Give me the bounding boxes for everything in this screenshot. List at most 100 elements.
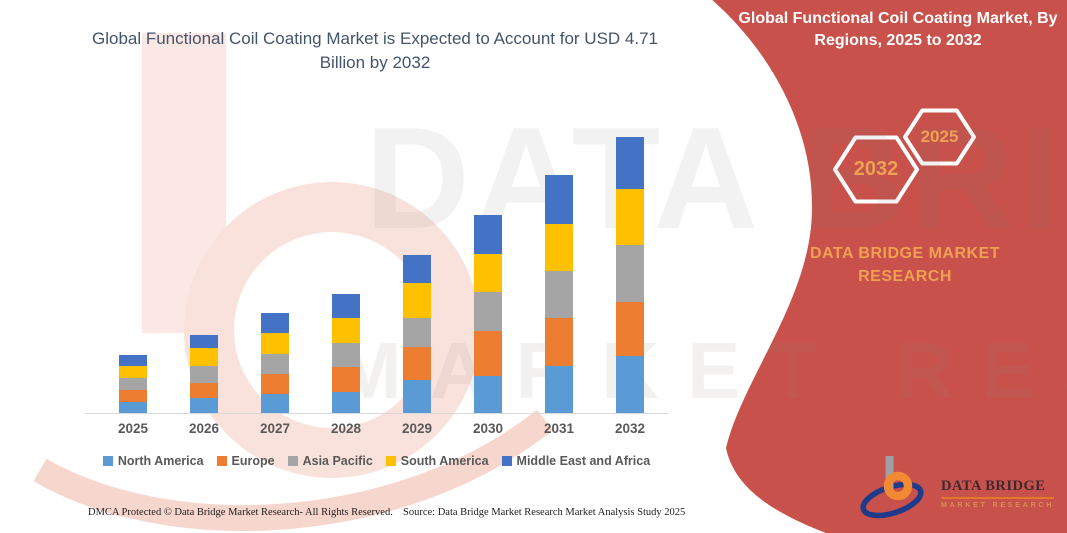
bar-segment-asia-pacific-2031 (545, 270, 573, 318)
bar-segment-middle-east-and-africa-2029 (403, 254, 431, 283)
side-panel-title: Global Functional Coil Coating Market, B… (738, 10, 1058, 49)
bar-segment-asia-pacific-2032 (616, 245, 644, 302)
bar-segment-europe-2030 (474, 331, 502, 376)
bar-cell-2027 (247, 313, 303, 413)
bar-segment-asia-pacific-2029 (403, 318, 431, 348)
legend-chip-asia-pacific-icon (287, 456, 298, 466)
bar-segment-asia-pacific-2027 (261, 354, 289, 375)
x-axis-line (85, 413, 668, 414)
legend-label-middle-east-and-africa: Middle East and Africa (516, 454, 651, 468)
bar-segment-middle-east-and-africa-2031 (545, 175, 573, 224)
data-bridge-logo: DATA BRIDGE MARKET RESEARCH (852, 450, 1055, 522)
bar-cell-2030 (460, 214, 516, 413)
legend-item-asia-pacific: Asia Pacific (287, 454, 373, 468)
bar-segment-middle-east-and-africa-2030 (474, 214, 502, 255)
bar-segment-middle-east-and-africa-2032 (616, 136, 644, 190)
bar-segment-europe-2032 (616, 301, 644, 357)
chart-title: Global Functional Coil Coating Market is… (91, 29, 658, 72)
x-axis-label-2030: 2030 (472, 421, 504, 436)
bar-segment-asia-pacific-2030 (474, 292, 502, 331)
bar-segment-europe-2028 (332, 366, 360, 392)
x-axis-label-2031: 2031 (543, 421, 575, 436)
bar-segment-north-america-2026 (190, 397, 218, 413)
legend-item-europe: Europe (216, 454, 275, 468)
bar-segment-south-america-2029 (403, 282, 431, 319)
bar-segment-north-america-2028 (332, 391, 360, 413)
bar-cell-2028 (318, 293, 374, 413)
stacked-bar-2031 (545, 175, 573, 413)
pink-b-logo-watermark-icon (33, 33, 554, 532)
legend-item-north-america: North America (102, 454, 204, 468)
bar-segment-north-america-2032 (616, 356, 644, 413)
stacked-bar-2030 (474, 214, 502, 413)
stacked-bar-2026 (190, 334, 218, 413)
bar-segment-europe-2027 (261, 374, 289, 395)
stacked-bar-2028 (332, 293, 360, 413)
bar-segment-asia-pacific-2025 (119, 377, 147, 390)
bar-segment-europe-2031 (545, 318, 573, 366)
legend-label-north-america: North America (117, 454, 204, 468)
badge-2032-label: 2032 (853, 158, 899, 180)
bar-segment-north-america-2031 (545, 365, 573, 413)
stacked-bar-2027 (261, 313, 289, 413)
bar-segment-asia-pacific-2028 (332, 342, 360, 367)
x-axis-label-2029: 2029 (401, 421, 433, 436)
footer-source: Source: Data Bridge Market Research Mark… (403, 507, 686, 518)
hexagon-2032-icon (833, 135, 919, 204)
legend-chip-europe-icon (216, 456, 227, 466)
bar-segment-south-america-2031 (545, 223, 573, 271)
legend-label-europe: Europe (231, 454, 275, 468)
stacked-bar-2032 (616, 136, 644, 413)
bar-segment-south-america-2026 (190, 348, 218, 366)
bar-cell-2026 (176, 334, 232, 413)
bar-segment-middle-east-and-africa-2025 (119, 354, 147, 367)
legend-chip-north-america-icon (102, 456, 113, 466)
legend-chip-middle-east-and-africa-icon (501, 456, 512, 466)
legend-item-south-america: South America (385, 454, 489, 468)
legend-chip-south-america-icon (385, 456, 396, 466)
logo-text-block: DATA BRIDGE MARKET RESEARCH (941, 478, 1055, 509)
logo-name: DATA BRIDGE (941, 478, 1055, 499)
x-axis-label-2025: 2025 (117, 421, 149, 436)
x-axis-label-2027: 2027 (259, 421, 291, 436)
bar-segment-south-america-2030 (474, 254, 502, 293)
x-axis-label-2032: 2032 (614, 421, 646, 436)
logo-tagline: MARKET RESEARCH (941, 501, 1055, 509)
bar-segment-north-america-2025 (119, 401, 147, 413)
bar-segment-middle-east-and-africa-2026 (190, 334, 218, 349)
bar-segment-europe-2025 (119, 389, 147, 402)
x-axis-label-2028: 2028 (330, 421, 362, 436)
bar-segment-south-america-2025 (119, 366, 147, 378)
bar-segment-middle-east-and-africa-2028 (332, 293, 360, 318)
bar-segment-north-america-2027 (261, 394, 289, 413)
legend-label-asia-pacific: Asia Pacific (302, 454, 373, 468)
bar-cell-2031 (531, 175, 587, 413)
legend: North America Europe Asia Pacific South Ame… (85, 454, 668, 468)
bar-cell-2032 (602, 136, 658, 413)
data-bridge-logo-icon (860, 456, 924, 519)
bar-segment-north-america-2029 (403, 379, 431, 413)
bar-segment-middle-east-and-africa-2027 (261, 313, 289, 334)
stacked-bar-2025 (119, 354, 147, 413)
badge-2025-label: 2025 (920, 127, 959, 146)
bars-row (105, 133, 658, 413)
x-labels-row: 2025 2026 2027 2028 2029 2030 2031 2032 (105, 421, 658, 436)
bar-segment-south-america-2027 (261, 333, 289, 355)
stacked-bar-2029 (403, 254, 431, 413)
bar-segment-europe-2029 (403, 347, 431, 380)
brand-text: DATA BRIDGE MARKET RESEARCH (809, 245, 1001, 286)
footer-dmca: DMCA Protected © Data Bridge Market Rese… (88, 507, 393, 518)
bar-segment-europe-2026 (190, 382, 218, 398)
legend-label-south-america: South America (400, 454, 489, 468)
legend-item-middle-east-and-africa: Middle East and Africa (501, 454, 651, 468)
red-side-panel (712, 0, 1067, 533)
bar-cell-2029 (389, 254, 445, 413)
bar-segment-south-america-2028 (332, 317, 360, 343)
bar-segment-south-america-2032 (616, 189, 644, 246)
x-axis-label-2026: 2026 (188, 421, 220, 436)
hexagon-2025-icon (903, 108, 976, 166)
bar-cell-2025 (105, 354, 161, 413)
bar-segment-north-america-2030 (474, 375, 502, 413)
